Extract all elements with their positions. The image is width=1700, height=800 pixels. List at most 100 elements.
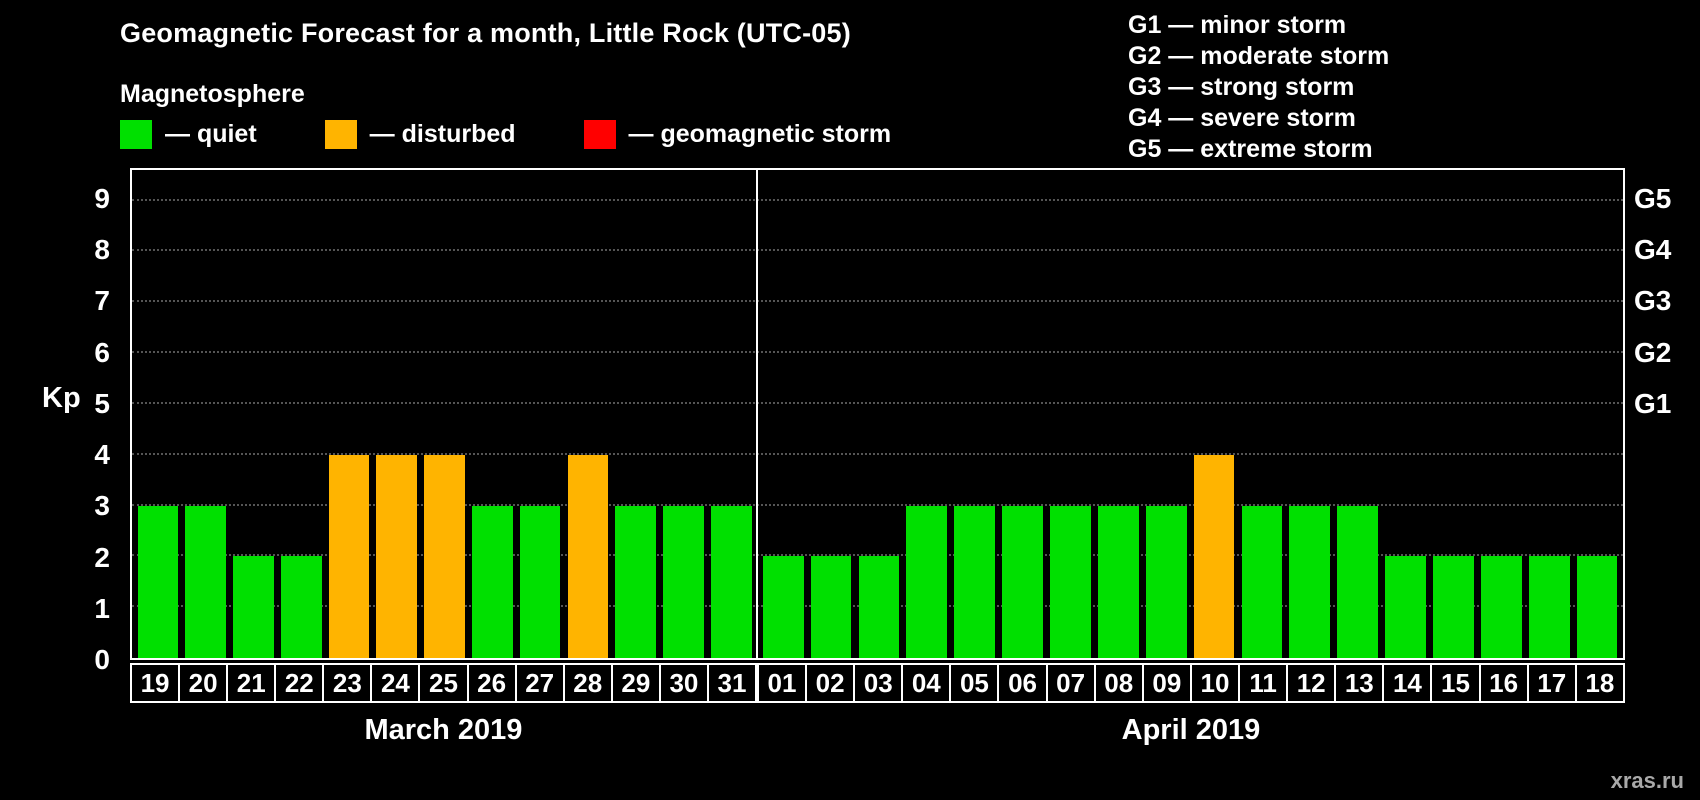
y-tick-label: 6 xyxy=(94,336,110,368)
kp-bar xyxy=(1145,505,1187,658)
page-title: Geomagnetic Forecast for a month, Little… xyxy=(120,18,851,48)
legend-item-storm: — geomagnetic storm xyxy=(583,120,892,149)
kp-bar xyxy=(280,556,322,658)
day-column xyxy=(564,170,612,658)
day-label: 28 xyxy=(562,663,613,703)
day-label: 26 xyxy=(466,663,517,703)
status-legend: — quiet — disturbed — geomagnetic storm xyxy=(120,120,891,149)
storm-color-swatch xyxy=(583,120,616,149)
day-label: 27 xyxy=(514,663,565,703)
kp-bar xyxy=(519,505,561,658)
y-axis-ticks: 0 1 2 3 4 5 6 7 8 9 xyxy=(60,168,116,675)
legend-item-disturbed: — disturbed xyxy=(324,120,516,149)
kp-bar xyxy=(1433,556,1474,658)
day-label: 31 xyxy=(706,663,758,703)
day-column xyxy=(1525,170,1573,658)
day-column xyxy=(516,170,564,658)
kp-bar xyxy=(376,454,418,658)
day-column xyxy=(182,170,230,658)
gridline xyxy=(132,198,1623,201)
g4-legend-line: G4 — severe storm xyxy=(1128,104,1356,132)
y-tick-label: 8 xyxy=(94,234,110,265)
y-tick-label: 1 xyxy=(94,592,110,624)
day-column xyxy=(1047,170,1095,658)
kp-axis-label: Kp xyxy=(42,382,81,414)
disturbed-label: — disturbed xyxy=(369,120,516,148)
kp-bar xyxy=(1385,556,1426,658)
day-label: 18 xyxy=(1574,663,1625,703)
kp-bar xyxy=(328,454,370,658)
legend-item-quiet: — quiet xyxy=(120,120,257,149)
day-label: 29 xyxy=(610,663,661,703)
day-label: 10 xyxy=(1189,663,1241,703)
gridline xyxy=(132,401,1623,404)
month-labels: March 2019 April 2019 xyxy=(130,714,1625,756)
day-label: 23 xyxy=(322,663,373,703)
day-column xyxy=(1382,170,1430,658)
day-label: 20 xyxy=(178,663,229,703)
g-tick-label: G3 xyxy=(1634,285,1672,317)
day-column xyxy=(612,170,660,658)
day-label: 09 xyxy=(1141,663,1192,703)
day-column xyxy=(1190,170,1238,658)
day-label: 04 xyxy=(901,663,952,703)
kp-bar xyxy=(1576,556,1618,658)
kp-bar xyxy=(137,505,179,658)
day-column xyxy=(807,170,855,658)
quiet-color-swatch xyxy=(120,120,152,149)
g5-legend-line: G5 — extreme storm xyxy=(1128,135,1373,163)
plot-area xyxy=(130,168,1625,660)
kp-bar xyxy=(1002,505,1043,658)
kp-bar xyxy=(1528,556,1570,658)
kp-bar xyxy=(1480,556,1522,658)
day-column xyxy=(373,170,421,658)
kp-bar xyxy=(185,505,226,658)
day-label: 05 xyxy=(949,663,1000,703)
magnetosphere-label: Magnetosphere xyxy=(120,80,305,108)
kp-bar xyxy=(233,556,274,658)
day-label: 03 xyxy=(853,663,904,703)
day-label: 30 xyxy=(658,663,709,703)
day-column xyxy=(999,170,1047,658)
kp-bar xyxy=(567,454,609,658)
day-column xyxy=(1334,170,1382,658)
day-column xyxy=(759,170,807,658)
day-column xyxy=(707,170,755,658)
kp-bar xyxy=(710,505,752,658)
y-tick-label: 3 xyxy=(94,490,110,522)
day-column xyxy=(1477,170,1525,658)
day-column xyxy=(660,170,708,658)
day-column xyxy=(325,170,373,658)
y-tick-label: 2 xyxy=(94,541,110,573)
y-tick-label: 9 xyxy=(94,182,110,214)
y-tick-label: 4 xyxy=(94,439,110,470)
day-column xyxy=(277,170,325,658)
day-label: 14 xyxy=(1382,663,1433,703)
month-panel xyxy=(757,170,1623,658)
kp-bar xyxy=(810,556,852,658)
storm-label: — geomagnetic storm xyxy=(628,120,892,148)
day-label: 25 xyxy=(418,663,469,703)
month-panel xyxy=(132,170,757,658)
y-tick-label: 0 xyxy=(94,644,110,675)
day-label: 01 xyxy=(756,663,808,703)
kp-bar xyxy=(1241,505,1283,658)
kp-bar xyxy=(472,505,513,658)
day-column xyxy=(421,170,469,658)
g-tick-label: G4 xyxy=(1634,234,1672,265)
day-column xyxy=(1094,170,1142,658)
day-column xyxy=(1142,170,1190,658)
day-label: 02 xyxy=(805,663,856,703)
kp-bar xyxy=(858,556,900,658)
day-label: 07 xyxy=(1045,663,1096,703)
day-column xyxy=(951,170,999,658)
g-scale-legend: G1 — minor storm G2 — moderate storm G3 … xyxy=(1128,10,1389,165)
gridline xyxy=(132,249,1623,252)
g-tick-label: G1 xyxy=(1634,387,1672,419)
kp-bar xyxy=(663,505,704,658)
day-label: 06 xyxy=(997,663,1048,703)
kp-bar xyxy=(954,505,996,658)
g-axis-labels: G1 G2 G3 G4 G5 xyxy=(1634,168,1698,660)
g-tick-label: G2 xyxy=(1634,336,1672,368)
